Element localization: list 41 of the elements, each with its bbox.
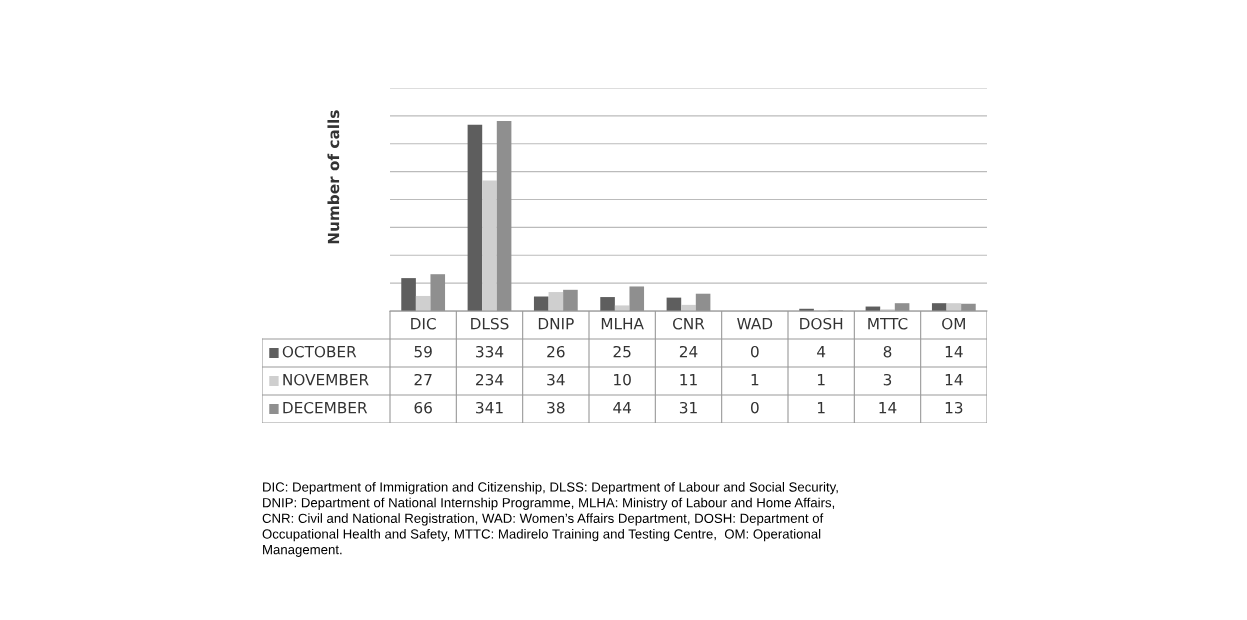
data-label: 1 — [751, 374, 759, 386]
legend-label: NOVEMBER — [283, 373, 369, 386]
data-label: 0 — [750, 401, 759, 414]
y-axis-title: Number of calls — [327, 110, 340, 244]
legend-label: DECEMBER — [283, 401, 368, 414]
data-label: 26 — [547, 345, 565, 358]
data-label: 11 — [680, 374, 697, 386]
data-label: 234 — [476, 373, 504, 386]
data-label: 59 — [414, 345, 432, 358]
x-tick-label: OM — [942, 317, 965, 330]
data-label: 34 — [547, 373, 565, 386]
x-tick-label: DIC — [411, 317, 436, 330]
data-label: 4 — [817, 346, 826, 358]
x-tick-label: MTTC — [868, 317, 908, 330]
data-label: 8 — [883, 345, 892, 358]
x-tick-label: MLHA — [601, 318, 644, 330]
text: DIC: Department of Immigration and Citizenship, DLSS: Department of Labour and Social Security, DNIP: Department of National Internship Programme, MLHA: Ministry of Labour and Home Affairs, CNR: Civil and National Registration, WAD: Women’s Affairs Department, DOSH: Department of Occupational Health and Safety, MTTC: Madirelo Training and Testing Centre, OM: Operational Management. — [262, 482, 838, 557]
data-label: 31 — [679, 401, 697, 414]
data-label: 24 — [679, 345, 698, 358]
data-label: 44 — [613, 402, 632, 414]
x-tick-label: DNIP — [538, 318, 574, 330]
data-label: 14 — [879, 402, 897, 414]
x-tick-label: WAD — [737, 318, 773, 330]
data-label: 1 — [817, 374, 825, 386]
data-label: 38 — [547, 401, 565, 414]
x-tick-label: CNR — [673, 317, 705, 330]
data-label: 334 — [476, 345, 504, 358]
legend-label: OCTOBER — [282, 345, 357, 358]
data-label: 66 — [414, 401, 432, 414]
data-label: 1 — [817, 402, 825, 414]
data-label: 14 — [945, 374, 963, 386]
x-tick-label: DLSS — [471, 317, 509, 330]
data-label: 3 — [883, 373, 892, 386]
data-label: 25 — [613, 345, 631, 358]
data-label: 341 — [476, 401, 503, 414]
data-label: 10 — [614, 373, 631, 386]
x-tick-label: DOSH — [800, 317, 843, 330]
data-label: 27 — [414, 373, 432, 386]
data-label: 14 — [945, 346, 963, 358]
data-label: 0 — [750, 345, 759, 358]
data-label: 13 — [945, 401, 963, 414]
